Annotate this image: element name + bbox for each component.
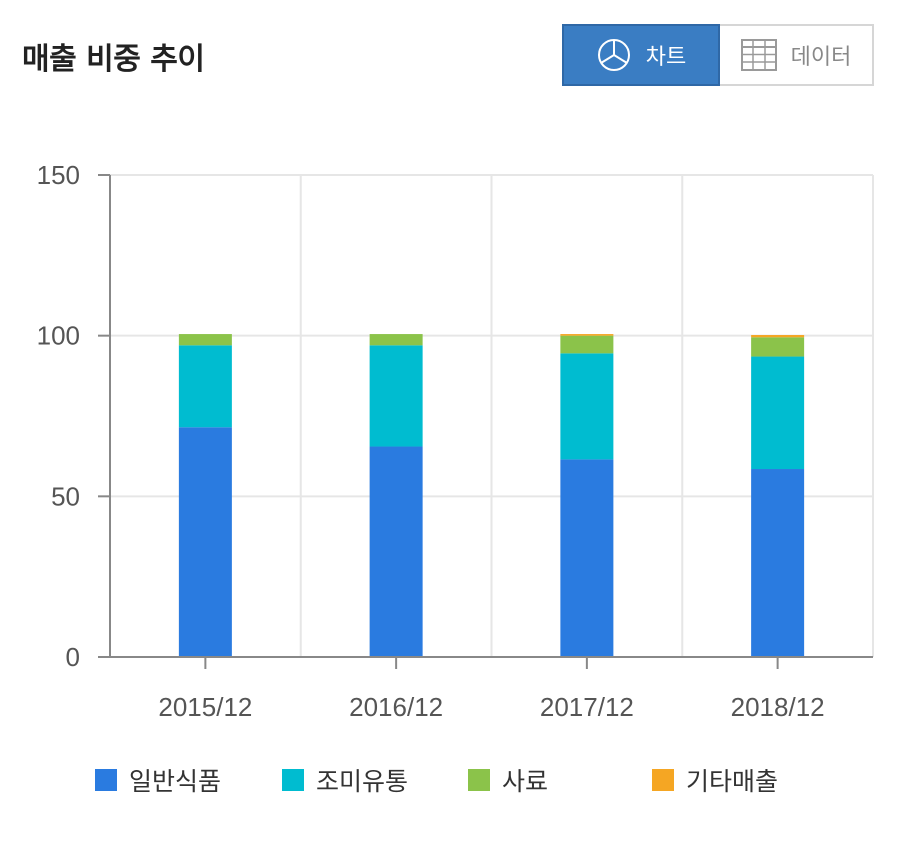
x-tick-label: 2018/12 xyxy=(731,692,825,722)
legend-label: 조미유통 xyxy=(316,767,409,796)
legend-swatch xyxy=(468,769,490,791)
stacked-bar-chart: 0 50 100 150 2015/12 2016/12 2017/12 2018/12 xyxy=(37,160,874,722)
bar-segment xyxy=(560,353,614,460)
bar-segment xyxy=(369,334,423,346)
bar-segment xyxy=(178,427,232,657)
legend-label: 사료 xyxy=(502,767,549,796)
x-tick-label: 2017/12 xyxy=(540,692,634,722)
bar-segment xyxy=(178,334,232,346)
legend-item[interactable]: 사료 xyxy=(468,762,548,798)
legend-swatch xyxy=(652,769,674,791)
x-tick-label: 2016/12 xyxy=(349,692,443,722)
bar-segment xyxy=(751,356,805,470)
chart-tab-label: 차트 xyxy=(645,45,687,70)
chart-legend: 일반식품 조미유통 사료 기타매출 xyxy=(0,762,900,802)
legend-swatch xyxy=(282,769,304,791)
x-tick-label: 2015/12 xyxy=(158,692,252,722)
bar-segment xyxy=(560,335,614,354)
bar-segment xyxy=(560,334,614,336)
data-tab-button[interactable]: 데이터 xyxy=(720,24,874,86)
data-tab-label: 데이터 xyxy=(790,45,852,70)
y-tick-label: 100 xyxy=(37,321,80,351)
bar-segment xyxy=(560,459,614,657)
legend-swatch xyxy=(95,769,117,791)
legend-item[interactable]: 기타매출 xyxy=(652,762,778,798)
bar-segment xyxy=(751,335,805,338)
chart-title: 매출 비중 추이 xyxy=(22,42,205,77)
view-toggle: 차트 데이터 xyxy=(562,24,874,86)
y-tick-label: 50 xyxy=(51,481,80,511)
y-tick-label: 150 xyxy=(37,160,80,190)
bar-segment xyxy=(751,469,805,657)
y-tick-label: 0 xyxy=(66,642,80,672)
bar-segment xyxy=(751,337,805,357)
legend-label: 일반식품 xyxy=(129,767,222,796)
legend-item[interactable]: 조미유통 xyxy=(282,762,408,798)
chart-tab-button[interactable]: 차트 xyxy=(562,24,720,86)
legend-label: 기타매출 xyxy=(686,767,779,796)
table-grid-icon xyxy=(740,39,777,71)
pie-chart-icon xyxy=(596,37,632,73)
bar-segment xyxy=(369,446,423,657)
legend-item[interactable]: 일반식품 xyxy=(95,762,221,798)
bar-segment xyxy=(178,345,232,428)
bar-segment xyxy=(369,345,423,447)
